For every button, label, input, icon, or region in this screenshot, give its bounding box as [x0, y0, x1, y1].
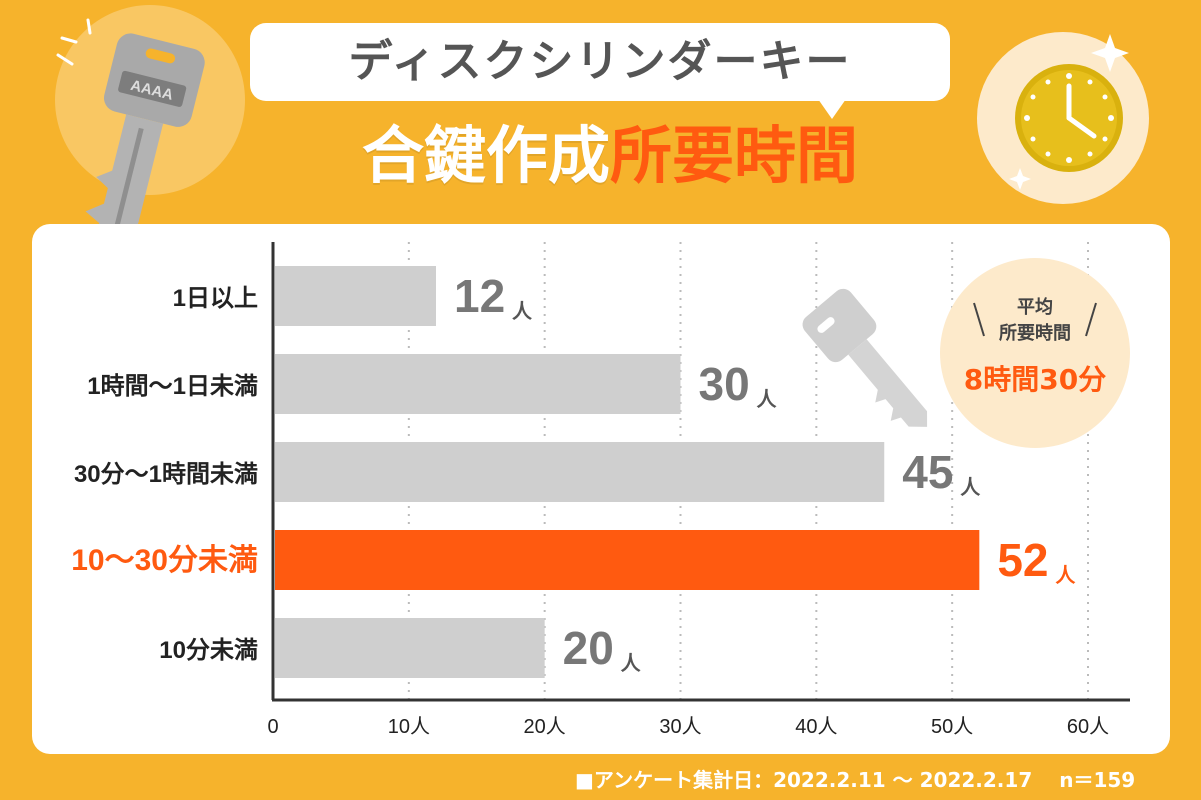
sparkle-icon — [1091, 34, 1129, 72]
value-label: 52 — [997, 534, 1048, 586]
x-tick-label: 40人 — [795, 715, 837, 738]
bar — [275, 442, 885, 502]
average-line1: 平均 — [1017, 297, 1053, 318]
average-line2: 所要時間 — [999, 323, 1071, 344]
sparkle-icon-small — [1009, 168, 1031, 190]
bar — [275, 618, 545, 678]
value-label: 30 — [699, 358, 750, 410]
value-unit: 人 — [1055, 564, 1076, 587]
category-label: 30分〜1時間未満 — [74, 461, 258, 488]
survey-footer: ■アンケート集計日：2022.2.11 〜 2022.2.17 n＝159 — [575, 768, 1136, 792]
bubble-marks — [973, 302, 1097, 337]
sparkle-lines — [56, 18, 92, 66]
bar — [275, 266, 436, 326]
value-label: 12 — [454, 270, 505, 322]
x-tick-label: 60人 — [1067, 715, 1109, 738]
category-label: 10〜30分未満 — [71, 544, 258, 577]
x-tick-label: 20人 — [524, 715, 566, 738]
x-tick-label: 50人 — [931, 715, 973, 738]
subtitle: ディスクシリンダーキー — [348, 36, 852, 87]
category-label: 1時間〜1日未満 — [87, 373, 258, 400]
category-label: 10分未満 — [159, 637, 258, 664]
page-title: 合鍵作成所要時間 — [250, 116, 970, 196]
bar — [275, 530, 980, 590]
x-tick-label: 30人 — [659, 715, 701, 738]
title-white: 合鍵作成 — [361, 119, 610, 192]
value-unit: 人 — [757, 388, 778, 411]
subtitle-box: ディスクシリンダーキー — [250, 23, 950, 119]
value-unit: 人 — [960, 476, 981, 499]
clock-icon — [1015, 64, 1123, 172]
value-label: 45 — [902, 446, 953, 498]
x-tick-label: 0 — [267, 716, 278, 738]
average-value: 8時間30分 — [963, 363, 1107, 396]
average-bubble: 平均 所要時間 8時間30分 — [940, 258, 1130, 448]
value-unit: 人 — [621, 652, 642, 675]
value-unit: 人 — [512, 300, 533, 323]
x-tick-label: 10人 — [388, 715, 430, 738]
bar — [275, 354, 681, 414]
category-label: 1日以上 — [173, 285, 258, 312]
small-key-icon — [802, 288, 928, 427]
title-orange: 所要時間 — [610, 119, 859, 192]
clock-illustration — [977, 32, 1149, 204]
value-label: 20 — [563, 622, 614, 674]
